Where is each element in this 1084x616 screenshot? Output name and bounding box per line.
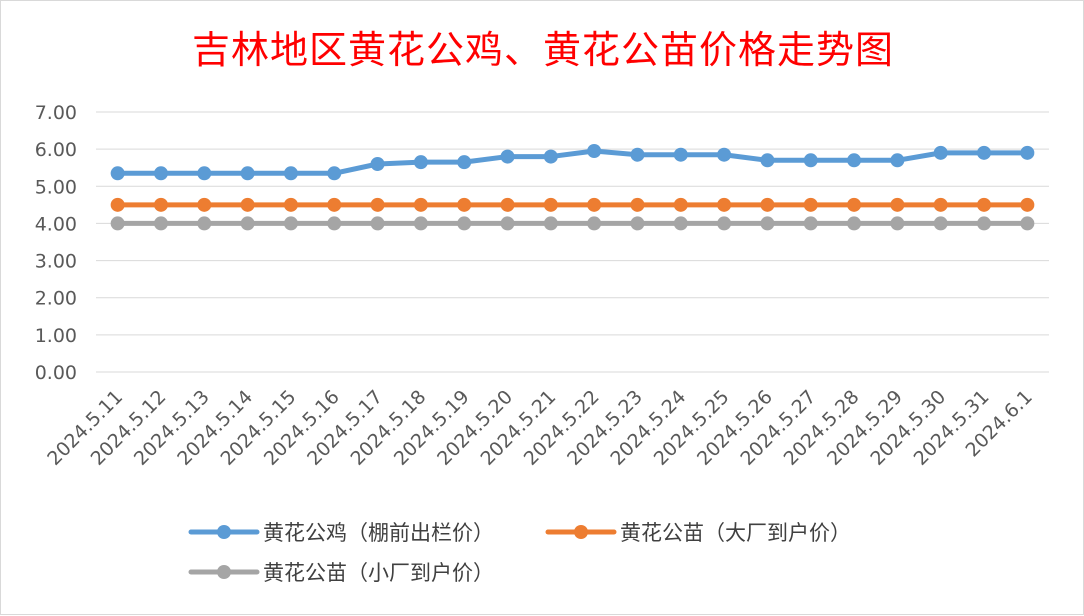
data-point <box>197 197 212 212</box>
data-point <box>370 157 385 171</box>
data-point <box>240 166 255 181</box>
series-1 <box>110 144 1035 181</box>
data-point <box>457 155 472 170</box>
data-point <box>327 197 342 212</box>
data-point <box>1020 216 1035 231</box>
data-point <box>110 216 125 231</box>
y-tick-label: 3.00 <box>35 251 77 273</box>
data-point <box>630 197 645 212</box>
chart-title: 吉林地区黄花公鸡、黄花公苗价格走势图 <box>191 28 894 72</box>
data-point <box>1020 197 1035 212</box>
data-point <box>543 216 558 231</box>
data-point <box>717 147 732 162</box>
data-point <box>630 147 645 162</box>
data-point <box>543 149 558 164</box>
data-point <box>110 197 125 212</box>
legend-item: 黄花公苗（小厂到户价） <box>188 561 494 585</box>
y-tick-label: 0.00 <box>35 362 77 384</box>
data-point <box>977 197 992 212</box>
data-point <box>890 153 905 168</box>
data-point <box>327 216 342 231</box>
data-point <box>803 153 818 168</box>
y-tick-label: 1.00 <box>35 325 77 347</box>
data-point <box>847 216 862 231</box>
data-point <box>977 145 992 160</box>
data-point <box>500 197 515 212</box>
data-point <box>673 216 688 231</box>
y-tick-label: 2.00 <box>35 288 77 310</box>
data-point <box>500 149 515 164</box>
data-point <box>587 197 602 212</box>
legend-item: 黄花公鸡（棚前出栏价） <box>188 521 494 545</box>
legend-swatch-marker <box>217 565 231 579</box>
data-point <box>803 197 818 212</box>
data-point <box>370 197 385 212</box>
legend-item: 黄花公苗（大厂到户价） <box>545 521 851 545</box>
data-point <box>110 166 125 181</box>
y-tick-label: 7.00 <box>35 102 77 124</box>
y-tick-label: 5.00 <box>35 176 77 198</box>
legend-swatch-marker <box>574 525 588 539</box>
data-point <box>457 216 472 231</box>
data-point <box>803 216 818 231</box>
data-point <box>673 147 688 162</box>
series-line <box>115 148 1030 176</box>
data-point <box>240 216 255 231</box>
data-point <box>370 216 385 231</box>
data-point <box>457 197 472 212</box>
y-tick-label: 6.00 <box>35 139 77 161</box>
gridlines <box>96 111 1049 373</box>
legend-swatch-marker <box>217 525 231 539</box>
data-point <box>197 166 212 181</box>
data-point <box>413 155 428 170</box>
data-point <box>933 145 948 160</box>
data-point <box>847 153 862 168</box>
data-point <box>283 166 298 181</box>
data-point <box>890 216 905 231</box>
data-point <box>630 216 645 231</box>
data-point <box>240 197 255 212</box>
series-2 <box>110 197 1035 212</box>
data-point <box>500 216 515 231</box>
data-point <box>890 197 905 212</box>
data-point <box>283 197 298 212</box>
data-point <box>153 216 168 231</box>
data-point <box>1020 145 1035 160</box>
series-layer <box>110 144 1035 231</box>
data-point <box>543 197 558 212</box>
data-point <box>413 216 428 231</box>
data-point <box>283 216 298 231</box>
data-point <box>413 197 428 212</box>
data-point <box>673 197 688 212</box>
data-point <box>197 216 212 231</box>
legend-label: 黄花公鸡（棚前出栏价） <box>263 521 494 545</box>
data-point <box>717 216 732 231</box>
data-point <box>587 144 602 158</box>
data-point <box>847 197 862 212</box>
data-point <box>153 166 168 181</box>
series-3 <box>110 216 1035 231</box>
data-point <box>933 197 948 212</box>
data-point <box>587 216 602 231</box>
y-axis-ticks: 0.00 1.00 2.00 3.00 4.00 5.00 6.00 7.00 <box>35 102 77 384</box>
data-point <box>760 216 775 231</box>
data-point <box>717 197 732 212</box>
x-axis-ticks: 2024.5.112024.5.122024.5.132024.5.142024… <box>43 386 1037 470</box>
legend-label: 黄花公苗（小厂到户价） <box>263 561 494 585</box>
data-point <box>153 197 168 212</box>
data-point <box>760 153 775 168</box>
data-point <box>327 166 342 181</box>
y-tick-label: 4.00 <box>35 213 77 235</box>
data-point <box>760 197 775 212</box>
data-point <box>977 216 992 231</box>
legend: 黄花公鸡（棚前出栏价） 黄花公苗（大厂到户价） 黄花公苗（小厂到户价） <box>188 521 851 585</box>
legend-label: 黄花公苗（大厂到户价） <box>620 521 851 545</box>
data-point <box>933 216 948 231</box>
